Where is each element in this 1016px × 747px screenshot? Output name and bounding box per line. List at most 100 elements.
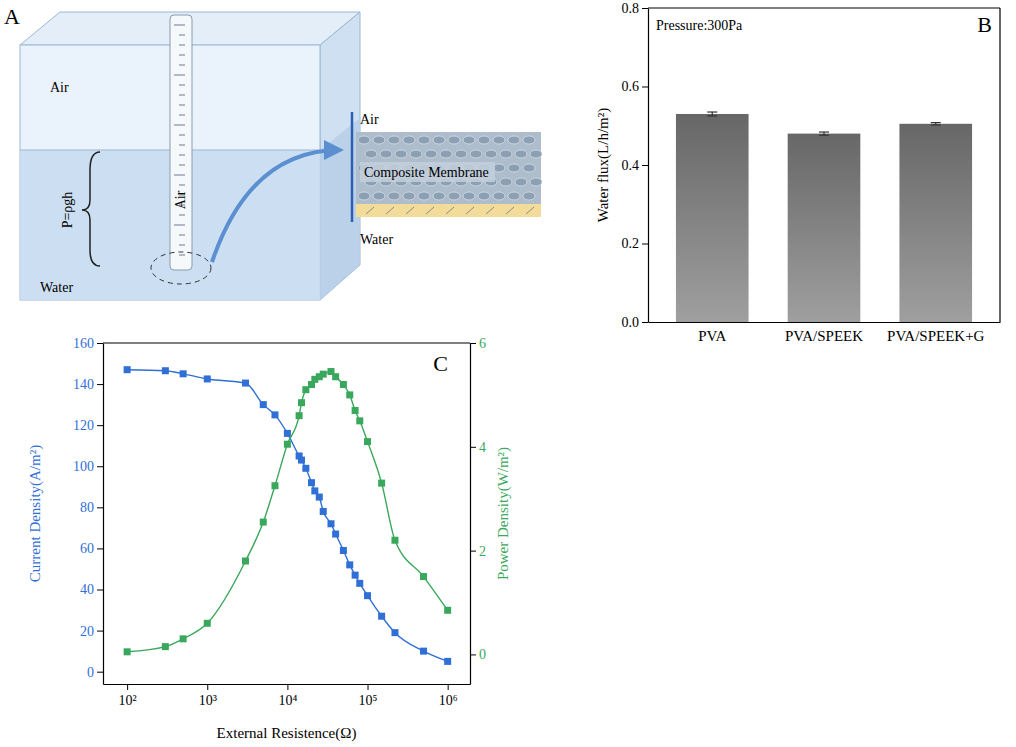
panel-b: 0.00.20.40.60.8PVAPVA/SPEEKPVA/SPEEK+GWa… bbox=[595, 1, 1001, 344]
membrane-pore bbox=[448, 192, 460, 200]
membrane-pore bbox=[388, 192, 400, 200]
membrane-pore bbox=[418, 136, 430, 144]
tick: 140 bbox=[73, 377, 103, 392]
tick-mark bbox=[470, 551, 476, 552]
tube-scale bbox=[179, 35, 185, 36]
data-point bbox=[332, 531, 339, 538]
data-point bbox=[420, 573, 427, 580]
tick-mark bbox=[642, 244, 648, 245]
data-point bbox=[308, 479, 315, 486]
tick: 80 bbox=[80, 500, 103, 515]
membrane-label-ground bbox=[360, 162, 495, 182]
bar bbox=[899, 124, 972, 322]
membrane-pore bbox=[530, 178, 542, 186]
tube-scale bbox=[174, 175, 185, 176]
data-point bbox=[346, 561, 353, 568]
tick-mark bbox=[448, 684, 449, 690]
panel-letter: A bbox=[4, 4, 20, 29]
figure: AAirAirWaterP=ρghAirComposite MembraneWa… bbox=[0, 0, 1016, 747]
tick: 0.6 bbox=[622, 79, 649, 94]
tick-mark bbox=[97, 507, 103, 508]
axis-line bbox=[470, 344, 471, 685]
membrane-pore bbox=[403, 192, 415, 200]
tick: 100 bbox=[73, 459, 103, 474]
tick-mark bbox=[97, 590, 103, 591]
tick-label: 140 bbox=[73, 377, 94, 392]
pressure-label: P=ρgh bbox=[60, 192, 75, 229]
frame-right bbox=[999, 8, 1000, 322]
membrane-pore bbox=[493, 192, 505, 200]
membrane-pore bbox=[493, 136, 505, 144]
tick-mark bbox=[642, 87, 648, 88]
membrane-pore bbox=[508, 136, 520, 144]
data-point bbox=[302, 465, 309, 472]
tick-label: 100 bbox=[73, 459, 94, 474]
tick-label: 160 bbox=[73, 336, 94, 351]
error-cap bbox=[707, 111, 717, 112]
focus-ring bbox=[151, 252, 211, 284]
data-point bbox=[298, 399, 305, 406]
tube-scale bbox=[179, 245, 185, 246]
axis-line bbox=[103, 344, 104, 685]
tick-label: 10⁵ bbox=[359, 693, 378, 708]
membrane bbox=[356, 132, 541, 204]
axis: 0.00.20.40.60.8 bbox=[622, 1, 649, 330]
data-point bbox=[391, 629, 398, 636]
axis: 0246 bbox=[470, 336, 486, 685]
tube-scale bbox=[179, 145, 185, 146]
membrane-pore bbox=[463, 136, 475, 144]
tube-scale bbox=[179, 235, 185, 236]
tick-mark bbox=[97, 631, 103, 632]
tick: 20 bbox=[80, 624, 103, 639]
data-point bbox=[162, 643, 169, 650]
tick-mark bbox=[642, 8, 648, 9]
zoom-edge bbox=[351, 112, 354, 222]
tube-scale bbox=[179, 55, 185, 56]
membrane-pore bbox=[508, 164, 520, 172]
data-point bbox=[271, 411, 278, 418]
membrane-pore bbox=[448, 136, 460, 144]
data-point bbox=[420, 648, 427, 655]
error-cap bbox=[819, 131, 829, 132]
membrane-pore bbox=[515, 178, 527, 186]
membrane-pore bbox=[373, 136, 385, 144]
tick: 40 bbox=[80, 582, 103, 597]
data-point bbox=[124, 366, 131, 373]
air-label: Air bbox=[50, 80, 69, 95]
support-layer bbox=[356, 204, 541, 217]
data-point bbox=[204, 375, 211, 382]
axis-title: Current Density(A/m²) bbox=[27, 445, 44, 582]
tick: PVA bbox=[698, 328, 726, 344]
tick-label: 0.6 bbox=[622, 79, 640, 94]
frame-top bbox=[648, 7, 1000, 8]
data-point bbox=[316, 494, 323, 501]
tick-mark bbox=[97, 466, 103, 467]
tick-label: 60 bbox=[80, 541, 94, 556]
water-label: Water bbox=[40, 280, 73, 295]
tick: 0.4 bbox=[622, 158, 649, 173]
data-point bbox=[378, 480, 385, 487]
data-point bbox=[204, 620, 211, 627]
tick-mark bbox=[127, 684, 128, 690]
tick: 6 bbox=[470, 336, 486, 351]
data-point bbox=[332, 373, 339, 380]
tube-scale bbox=[179, 185, 185, 186]
data-point bbox=[298, 457, 305, 464]
tick-mark bbox=[97, 425, 103, 426]
data-point bbox=[320, 371, 327, 378]
membrane-pore bbox=[463, 192, 475, 200]
membrane-pore bbox=[358, 192, 370, 200]
tick: 0 bbox=[87, 665, 103, 680]
data-point bbox=[364, 438, 371, 445]
data-point bbox=[444, 607, 451, 614]
membrane-pore bbox=[365, 150, 377, 158]
axis-line bbox=[104, 684, 471, 685]
tick-label: 0 bbox=[87, 665, 94, 680]
error-cap bbox=[819, 135, 829, 136]
tick-mark bbox=[97, 672, 103, 673]
tick-label: 0 bbox=[479, 647, 486, 662]
membrane-pore bbox=[500, 178, 512, 186]
data-point bbox=[356, 417, 363, 424]
data-point bbox=[444, 658, 451, 665]
membrane-pore bbox=[410, 150, 422, 158]
